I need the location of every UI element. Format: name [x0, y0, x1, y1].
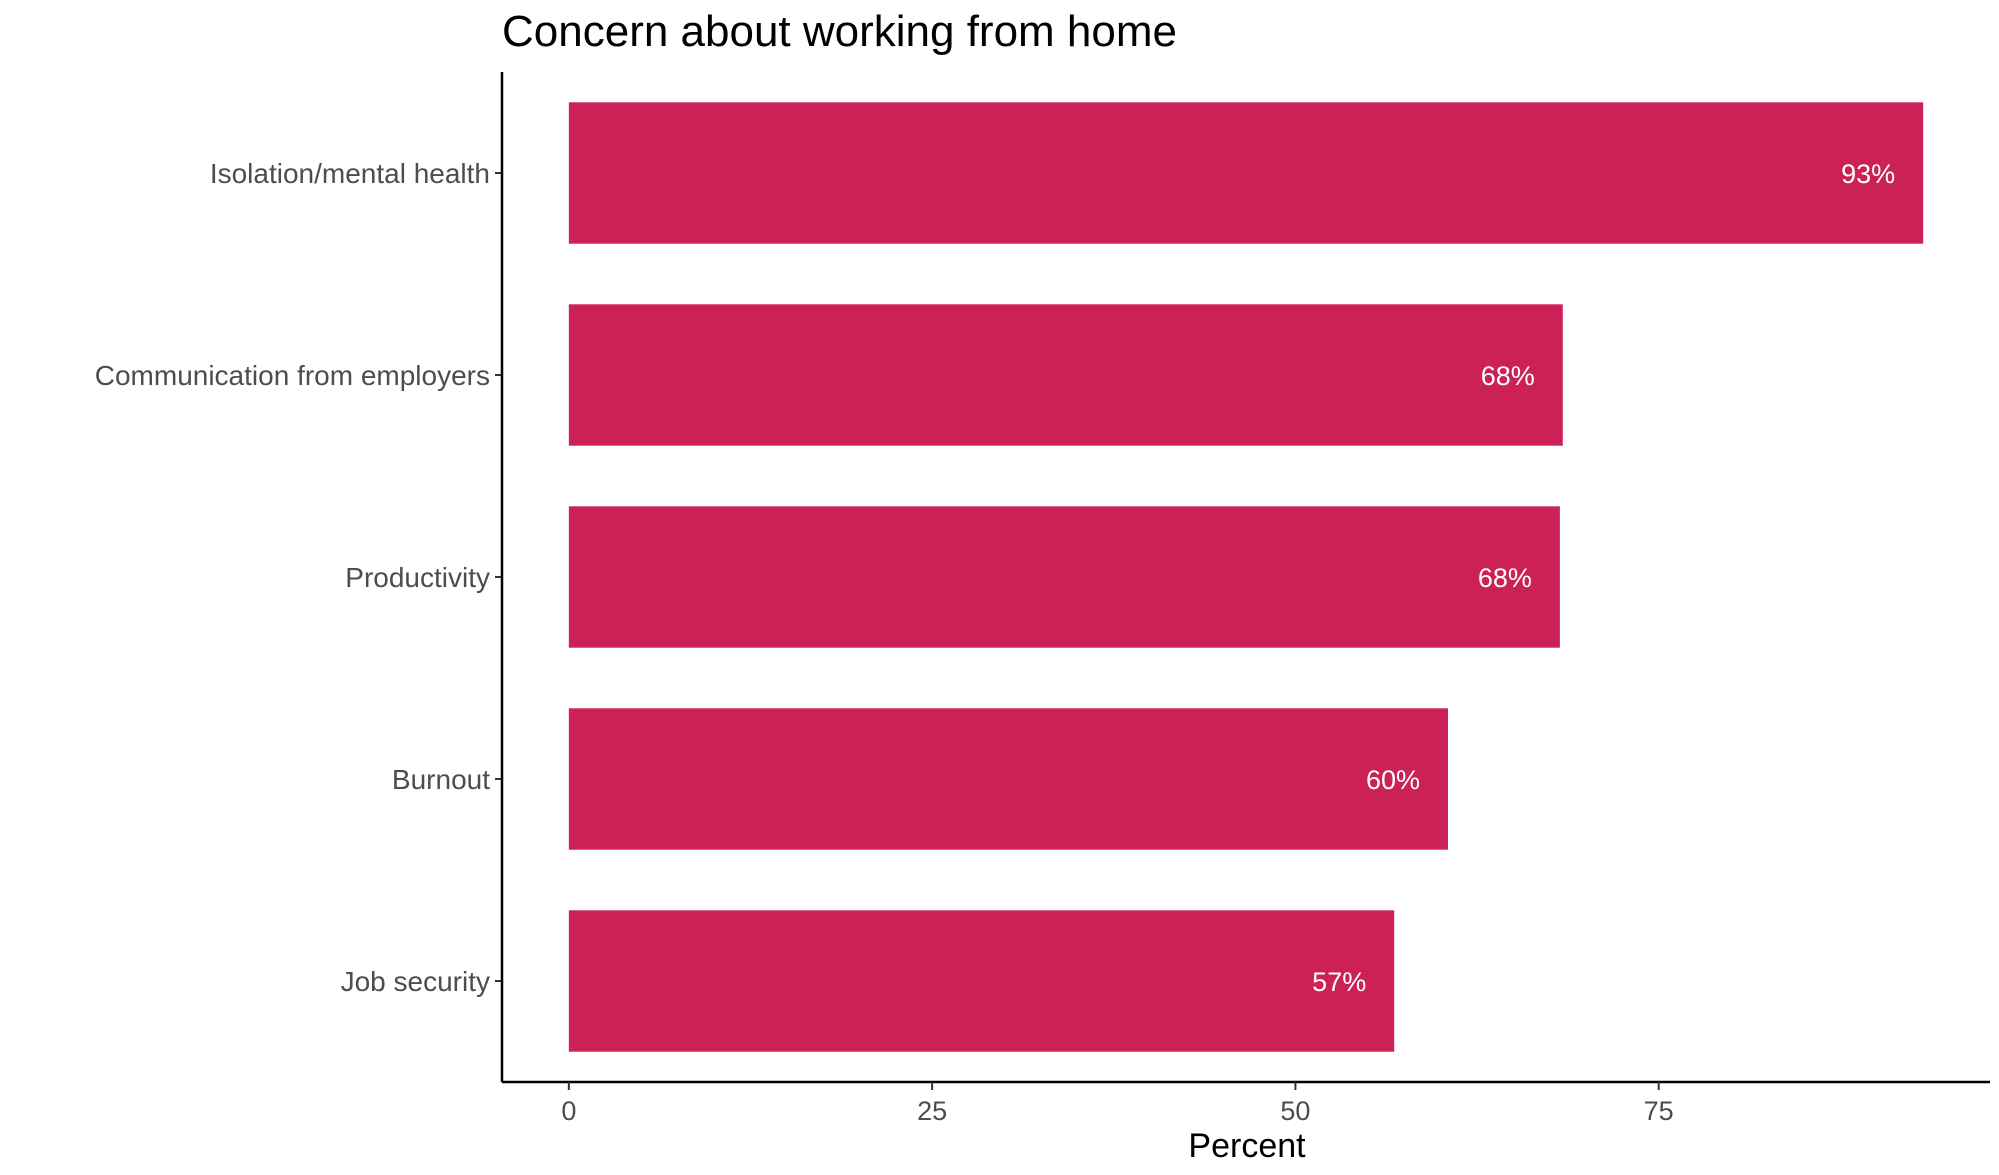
bar	[568, 910, 1395, 1052]
x-axis: 0 25 50 75	[502, 1080, 1990, 1126]
category-label: Burnout	[392, 764, 490, 795]
data-label: 57%	[1312, 967, 1366, 997]
bars-group	[568, 102, 1924, 1052]
data-label: 60%	[1366, 765, 1420, 795]
data-labels-group: 93% 68% 68% 60% 57%	[1312, 159, 1895, 997]
x-tick-label: 50	[1280, 1096, 1310, 1126]
category-label: Isolation/mental health	[210, 158, 490, 189]
bar	[568, 506, 1560, 648]
bar	[568, 304, 1563, 446]
category-label: Job security	[341, 966, 490, 997]
bar	[568, 708, 1448, 850]
category-label: Communication from employers	[95, 360, 490, 391]
category-label: Productivity	[345, 562, 490, 593]
x-axis-title: Percent	[1188, 1127, 1306, 1165]
bar	[568, 102, 1924, 244]
x-tick-label: 0	[561, 1096, 576, 1126]
x-tick-label: 25	[917, 1096, 947, 1126]
y-axis: Isolation/mental health Communication fro…	[95, 72, 504, 1082]
data-label: 68%	[1478, 563, 1532, 593]
data-label: 68%	[1481, 361, 1535, 391]
data-label: 93%	[1841, 159, 1895, 189]
chart-title: Concern about working from home	[502, 7, 1177, 56]
x-tick-label: 75	[1644, 1096, 1674, 1126]
